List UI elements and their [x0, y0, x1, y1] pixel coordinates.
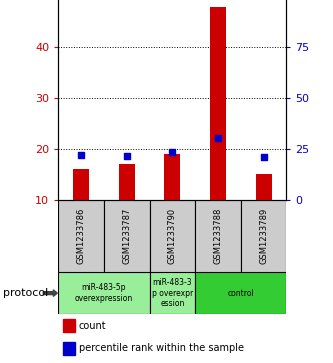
Bar	[195, 200, 241, 272]
Text: miR-483-3
p overexpr
ession: miR-483-3 p overexpr ession	[152, 278, 193, 308]
Text: GSM1233786: GSM1233786	[77, 208, 86, 264]
Text: count: count	[79, 321, 107, 331]
Text: control: control	[227, 289, 254, 298]
Text: miR-483-5p
overexpression: miR-483-5p overexpression	[75, 284, 133, 303]
Bar	[256, 174, 271, 250]
Text: percentile rank within the sample: percentile rank within the sample	[79, 343, 244, 354]
Point	[215, 135, 221, 140]
Text: GSM1233790: GSM1233790	[168, 208, 177, 264]
Bar	[165, 154, 180, 250]
Point	[261, 154, 266, 160]
Bar	[73, 169, 89, 250]
Bar	[210, 7, 226, 250]
Bar	[63, 319, 75, 332]
Bar	[58, 200, 104, 272]
Text: GSM1233788: GSM1233788	[213, 208, 222, 264]
Bar	[58, 272, 150, 314]
Bar	[150, 200, 195, 272]
Text: protocol: protocol	[3, 288, 49, 298]
Point	[124, 153, 129, 159]
Text: GSM1233787: GSM1233787	[122, 208, 131, 264]
Bar	[150, 272, 195, 314]
Bar	[104, 200, 150, 272]
Bar	[119, 164, 135, 250]
Point	[170, 150, 175, 155]
Text: GSM1233789: GSM1233789	[259, 208, 268, 264]
Bar	[63, 342, 75, 355]
Bar	[195, 272, 286, 314]
Point	[79, 152, 84, 158]
Bar	[241, 200, 286, 272]
